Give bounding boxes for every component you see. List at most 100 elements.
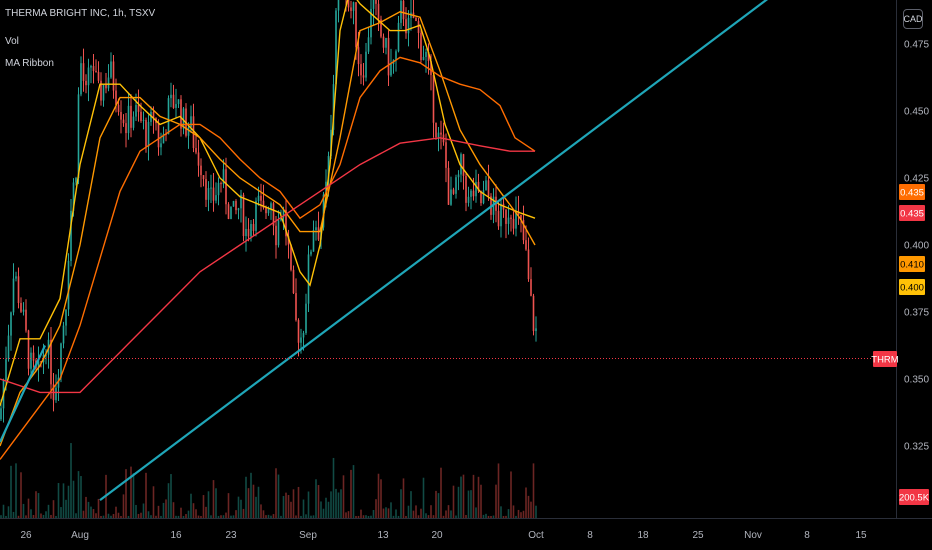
- volume-bar: [502, 515, 505, 518]
- candle-body: [270, 203, 272, 209]
- candle-body: [175, 104, 177, 108]
- candle-body: [417, 21, 420, 33]
- volume-bar: [520, 512, 522, 518]
- volume-bar: [290, 501, 292, 518]
- symbol-title[interactable]: THERMA BRIGHT INC, 1h, TSXV: [5, 8, 156, 19]
- candle-body: [407, 17, 410, 34]
- trendline[interactable]: [99, 0, 895, 502]
- time-axis[interactable]: 26 Aug 16 23 Sep 13 20 Oct 8 18 25 Nov 8 15: [20, 530, 867, 541]
- volume-bar: [505, 515, 507, 518]
- price-tag-label: 0.410: [900, 260, 924, 271]
- volume-bar: [472, 474, 475, 518]
- trendlines[interactable]: [0, 0, 895, 502]
- candle-body: [152, 111, 155, 118]
- candle-body: [237, 208, 240, 211]
- volume-bar: [147, 511, 150, 518]
- candle-body: [140, 111, 142, 121]
- candle-body: [230, 206, 232, 219]
- price-tag-box: [899, 489, 929, 505]
- volume-bar: [235, 510, 237, 518]
- price-tag-label: 0.435: [900, 209, 924, 220]
- candle-body: [367, 37, 370, 52]
- volume-bar: [65, 499, 67, 518]
- candle-body: [182, 108, 185, 129]
- candle-body: [77, 94, 80, 179]
- candle-body: [192, 116, 195, 149]
- candle-body: [22, 309, 25, 312]
- volume-bar: [205, 506, 207, 518]
- volume-bar: [282, 496, 285, 518]
- candle-body: [20, 303, 22, 312]
- candle-body: [422, 56, 425, 61]
- time-axis-tick: Oct: [528, 530, 544, 541]
- candle-body: [172, 94, 175, 108]
- candle-body: [272, 203, 275, 226]
- volume-bar: [185, 514, 187, 518]
- volume-bar: [30, 509, 32, 518]
- candle-body: [72, 182, 75, 211]
- volume-bar: [145, 472, 147, 518]
- volume-bar: [27, 498, 30, 518]
- candle-body: [202, 175, 205, 180]
- candle-body: [497, 210, 500, 227]
- volume-indicator-label[interactable]: Vol: [5, 36, 19, 47]
- volume-bar: [525, 487, 527, 518]
- candle-body: [505, 209, 507, 224]
- price-tag-label: 0.400: [900, 283, 924, 294]
- candle-body: [347, 0, 350, 8]
- candle-body: [142, 119, 145, 121]
- volume-bar: [530, 501, 532, 518]
- candle-body: [130, 105, 132, 128]
- candle-body: [357, 47, 360, 65]
- candle-body: [227, 204, 230, 219]
- price-axis-tick: 0.475: [904, 40, 929, 51]
- volume-bar: [430, 505, 432, 518]
- volume-bar: [260, 504, 262, 518]
- volume-bar: [167, 483, 170, 518]
- volume-bar: [32, 514, 35, 518]
- candle-body: [222, 169, 225, 185]
- candle-body: [167, 98, 170, 135]
- volume-bar: [232, 515, 235, 518]
- volume-bar: [270, 515, 272, 518]
- volume-bar: [135, 504, 137, 518]
- candle-body: [27, 330, 30, 369]
- volume-bar: [292, 489, 295, 518]
- volume-bar: [97, 498, 100, 518]
- candle-body: [82, 63, 85, 81]
- volume-bar: [72, 480, 75, 518]
- candle-body: [85, 80, 87, 86]
- candle-body: [25, 309, 27, 331]
- candle-body: [527, 249, 530, 280]
- trendline[interactable]: [0, 345, 46, 443]
- volume-bar: [325, 497, 327, 518]
- volume-bar: [322, 508, 325, 518]
- time-axis-tick: 25: [692, 530, 704, 541]
- candle-body: [510, 217, 512, 219]
- volume-bar: [42, 514, 45, 518]
- volume-bar: [465, 515, 467, 518]
- volume-bar: [317, 485, 320, 518]
- volume-bar: [470, 490, 472, 518]
- candle-body: [355, 2, 357, 48]
- currency-badge[interactable]: CAD: [903, 9, 923, 29]
- volume-bar: [62, 483, 65, 518]
- volume-bar: [87, 501, 90, 518]
- price-tag-label: THRM: [871, 355, 899, 366]
- price-axis-tick: 0.425: [904, 174, 929, 185]
- candle-body: [372, 0, 375, 9]
- volume-bar: [300, 515, 302, 518]
- ma-ribbon-lines: [0, 0, 536, 460]
- candle-body: [40, 361, 42, 363]
- candle-body: [200, 165, 202, 176]
- volume-bar: [512, 505, 515, 518]
- volume-bar: [435, 490, 437, 518]
- ma-ribbon-indicator-label[interactable]: MA Ribbon: [5, 58, 54, 69]
- candle-body: [512, 218, 515, 229]
- time-axis-tick: Aug: [71, 530, 89, 541]
- candle-body: [132, 116, 135, 128]
- candle-body: [450, 189, 452, 205]
- candle-body: [327, 156, 330, 182]
